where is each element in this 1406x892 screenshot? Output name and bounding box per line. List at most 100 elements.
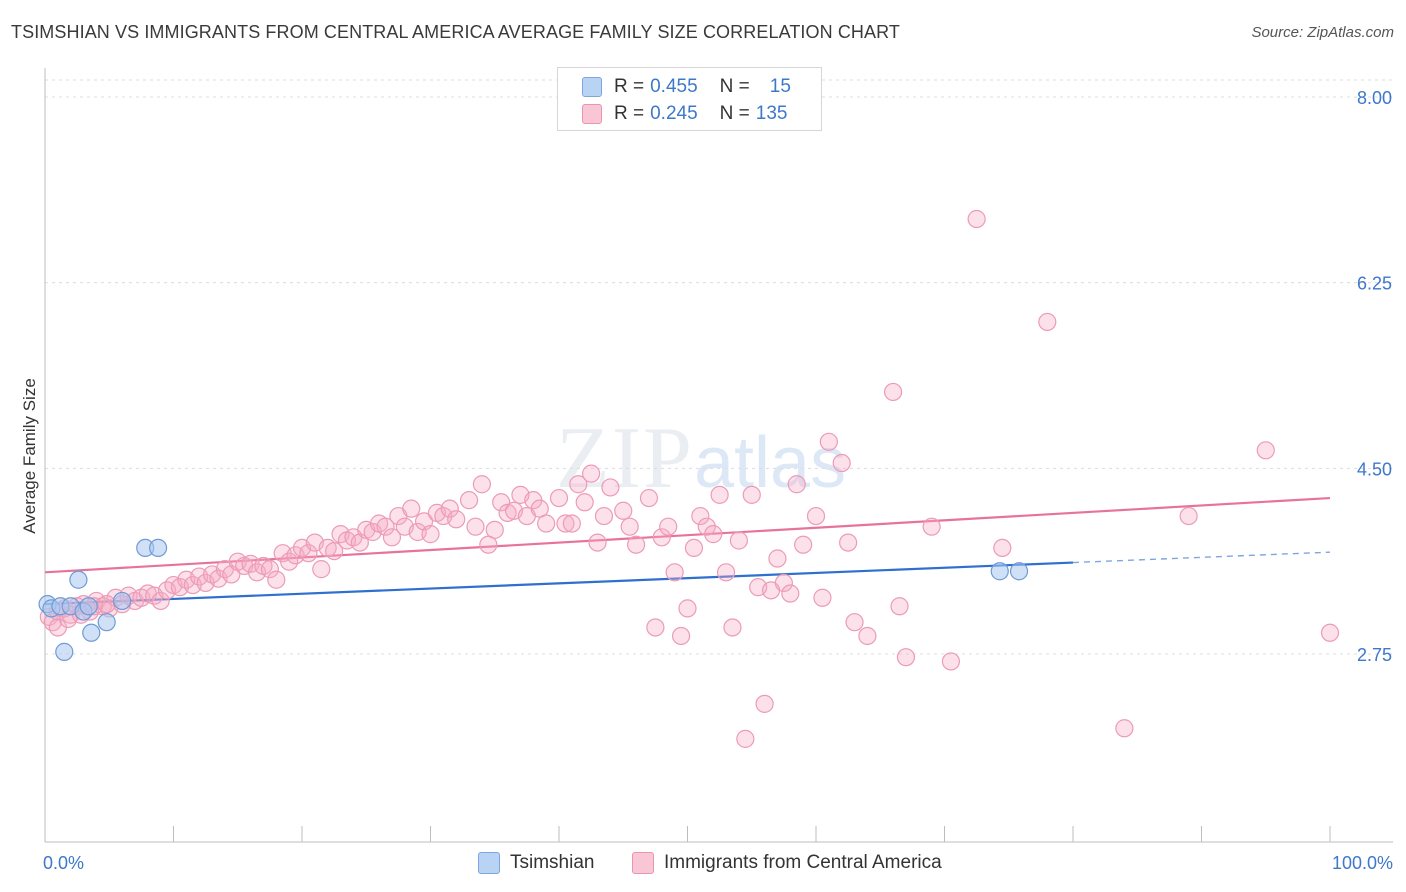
point-immigrants <box>652 528 671 547</box>
y-tick-label: 6.25 <box>1357 274 1392 294</box>
watermark-atlas: atlas <box>694 423 847 503</box>
legend-r-label: R = <box>614 103 645 124</box>
y-tick-label: 8.00 <box>1357 88 1392 108</box>
trend-lines <box>44 496 1331 606</box>
point-immigrants <box>601 478 620 497</box>
axis-labels: 2.75 4.50 6.25 8.00 0.0% 100.0% Average Family… <box>20 88 1393 873</box>
point-immigrants <box>537 514 556 533</box>
point-immigrants <box>626 535 646 554</box>
point-immigrants <box>941 652 961 671</box>
point-immigrants <box>325 541 344 561</box>
point-immigrants <box>97 595 116 614</box>
point-tsimshian <box>97 613 116 632</box>
point-immigrants <box>839 533 858 552</box>
point-immigrants <box>575 493 594 512</box>
bottom-legend-label: Immigrants from Central America <box>664 852 942 873</box>
point-immigrants <box>492 493 511 512</box>
point-immigrants <box>582 464 601 483</box>
point-immigrants <box>549 488 569 508</box>
point-immigrants <box>402 499 421 518</box>
axes <box>44 68 1393 843</box>
point-immigrants <box>845 613 864 632</box>
x-tick-label: 0.0% <box>43 853 84 873</box>
point-immigrants <box>691 506 710 526</box>
point-immigrants <box>896 648 916 667</box>
point-immigrants <box>312 560 331 579</box>
point-immigrants <box>569 475 588 494</box>
point-immigrants <box>382 528 402 547</box>
point-immigrants <box>742 485 761 504</box>
legend-row-immigrants: R = 0.245 N = 135 <box>582 102 787 126</box>
point-immigrants <box>646 618 665 637</box>
point-immigrants <box>723 618 742 637</box>
point-immigrants <box>716 563 736 582</box>
point-immigrants <box>1320 623 1340 642</box>
bottom-legend: Tsimshian Immigrants from Central Americ… <box>0 852 1406 878</box>
legend-row-tsimshian: R = 0.455 N = 15 <box>582 75 791 99</box>
point-immigrants <box>704 525 723 544</box>
legend-swatch-blue <box>478 852 500 874</box>
watermark-zip: ZIP <box>556 410 694 507</box>
point-immigrants <box>620 517 639 536</box>
point-immigrants <box>447 510 466 529</box>
point-immigrants <box>768 549 787 568</box>
point-immigrants <box>774 573 793 593</box>
point-immigrants <box>376 517 395 536</box>
point-tsimshian <box>148 538 168 558</box>
point-immigrants <box>665 563 684 582</box>
point-immigrants <box>1115 719 1134 738</box>
point-immigrants <box>781 584 800 603</box>
trend-line-immigrants <box>44 496 1331 574</box>
point-immigrants <box>151 591 170 611</box>
point-immigrants <box>993 538 1012 558</box>
y-tick-label: 2.75 <box>1357 645 1392 665</box>
legend-n-label: N = <box>719 76 750 97</box>
point-immigrants <box>267 570 286 589</box>
point-immigrants <box>813 588 832 607</box>
data-points <box>38 209 1340 748</box>
y-axis-label: Average Family Size <box>20 378 39 534</box>
point-immigrants <box>1038 312 1057 332</box>
trend-line-tsimshian-extension <box>1072 551 1331 564</box>
legend-n-value: 15 <box>769 76 791 97</box>
x-tick-label: 100.0% <box>1332 853 1393 873</box>
point-immigrants <box>794 535 813 554</box>
point-tsimshian <box>55 642 74 661</box>
point-tsimshian <box>69 570 88 589</box>
point-immigrants <box>787 475 806 494</box>
point-immigrants <box>678 599 697 618</box>
point-immigrants <box>485 520 504 539</box>
legend-n-label: N = <box>719 103 750 124</box>
point-immigrants <box>639 488 659 508</box>
point-immigrants <box>594 506 614 526</box>
legend-r-value: 0.245 <box>650 103 698 124</box>
point-tsimshian <box>1009 562 1029 581</box>
point-immigrants <box>562 514 581 533</box>
point-immigrants <box>967 209 986 229</box>
chart-title: TSIMSHIAN VS IMMIGRANTS FROM CENTRAL AME… <box>11 22 901 42</box>
point-immigrants <box>614 501 633 520</box>
source-credit: Source: ZipAtlas.com <box>1251 24 1394 41</box>
point-immigrants <box>472 475 491 494</box>
point-immigrants <box>729 531 749 550</box>
legend-swatch-pink <box>582 104 602 124</box>
point-immigrants <box>819 432 838 451</box>
point-immigrants <box>858 626 877 646</box>
bottom-legend-immigrants: Immigrants from Central America <box>632 852 942 874</box>
point-immigrants <box>440 499 459 518</box>
point-immigrants <box>421 525 440 544</box>
point-immigrants <box>684 538 704 558</box>
point-immigrants <box>659 517 678 536</box>
legend-r-value: 0.455 <box>650 76 698 97</box>
point-tsimshian <box>82 623 101 642</box>
legend-swatch-blue <box>582 77 602 97</box>
point-immigrants <box>710 485 729 504</box>
point-tsimshian <box>79 597 98 616</box>
point-immigrants <box>299 544 318 563</box>
legend-swatch-pink <box>632 852 654 874</box>
point-immigrants <box>755 694 774 713</box>
watermark: ZIPatlas <box>556 408 846 509</box>
y-tick-label: 4.50 <box>1357 459 1392 479</box>
point-immigrants <box>260 560 279 579</box>
